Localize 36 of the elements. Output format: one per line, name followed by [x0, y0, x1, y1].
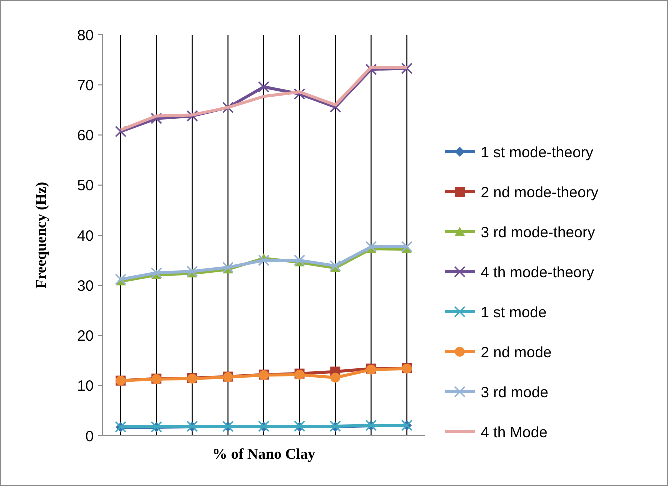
point	[115, 126, 127, 138]
point	[186, 266, 198, 278]
point	[150, 267, 162, 279]
point	[294, 254, 306, 266]
point	[294, 88, 306, 100]
legend-label: 1 st mode-theory	[481, 144, 594, 162]
point	[222, 102, 234, 114]
point	[258, 254, 270, 266]
point	[222, 262, 234, 274]
point	[366, 241, 378, 253]
legend-label: 4 th mode-theory	[481, 264, 595, 282]
y-tick-label: 10	[77, 378, 94, 396]
point	[115, 274, 127, 286]
y-axis-title: Freequency (Hz)	[34, 182, 50, 289]
point	[330, 372, 341, 383]
legend-label: 2 nd mode-theory	[481, 184, 600, 202]
y-tick-label: 70	[77, 77, 94, 94]
x-axis-title: % of Nano Clay	[212, 447, 316, 463]
point	[330, 260, 342, 272]
point	[258, 81, 270, 93]
y-tick-label: 50	[77, 178, 94, 195]
y-tick-label: 80	[77, 27, 94, 44]
legend-label: 3 rd mode-theory	[481, 224, 596, 242]
point	[150, 112, 162, 124]
y-tick-label: 30	[77, 278, 94, 295]
legend-label: 4 th Mode	[481, 424, 548, 442]
legend-label: 3 rd mode	[481, 384, 549, 402]
y-tick-label: 60	[77, 128, 94, 144]
point	[186, 110, 198, 122]
y-tick-label: 0	[86, 428, 94, 446]
legend-label: 2 nd mode	[481, 344, 552, 362]
point	[401, 241, 413, 253]
y-tick-label: 20	[77, 328, 94, 345]
legend-label: 1 st mode	[481, 304, 547, 322]
point	[401, 62, 413, 74]
y-tick-label: 40	[77, 228, 94, 245]
